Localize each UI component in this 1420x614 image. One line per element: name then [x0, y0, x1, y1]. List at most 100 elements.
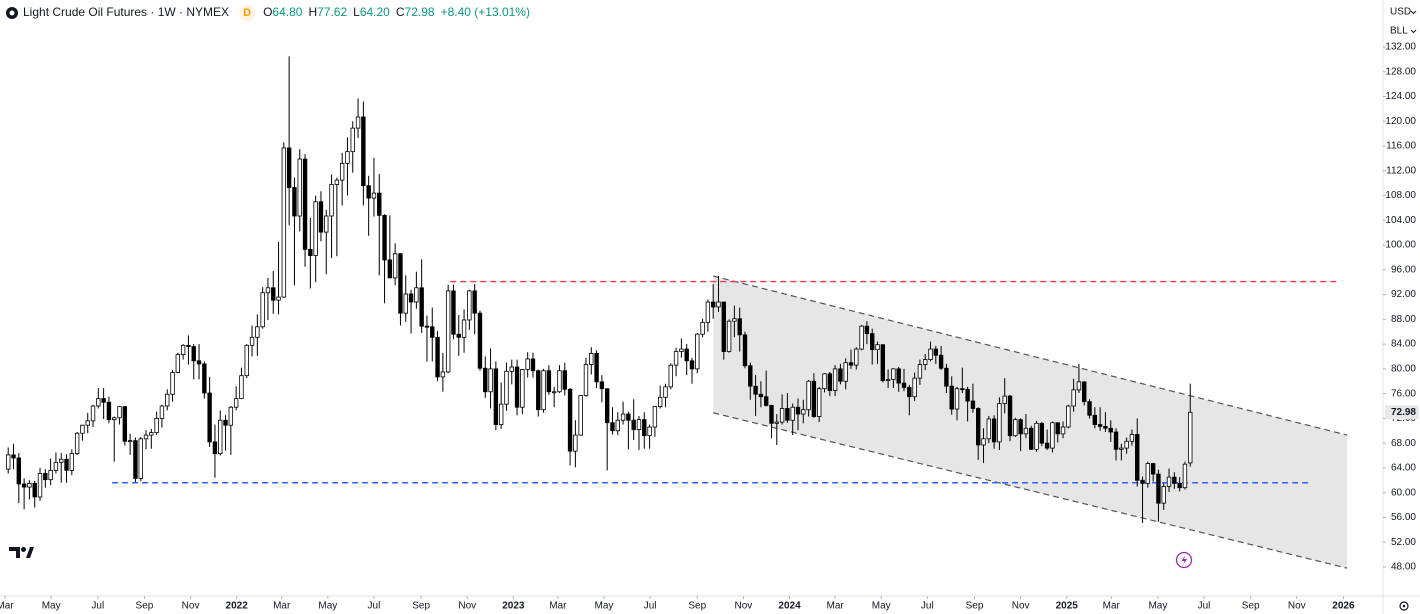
candle-up	[498, 403, 504, 425]
candle-up	[1145, 463, 1151, 484]
candle-down	[795, 406, 801, 415]
x-tick-label: May	[318, 601, 337, 612]
candle-up	[324, 215, 329, 233]
candle-up	[339, 162, 345, 181]
x-tick-label: Jul	[1198, 601, 1211, 612]
candle-up	[1071, 389, 1076, 407]
y-tick-label: 48.00	[1391, 562, 1416, 573]
candle-up	[249, 336, 255, 346]
ohlc-key: L	[353, 5, 360, 19]
candle-down	[1007, 395, 1013, 437]
candle-up	[74, 432, 80, 455]
candle-down	[292, 187, 297, 217]
candle-down	[827, 373, 833, 391]
y-tick-label: 76.00	[1391, 388, 1416, 399]
candle-down	[901, 382, 907, 388]
candle-up	[700, 322, 705, 335]
candle-down	[212, 441, 218, 455]
y-tick-label: 56.00	[1391, 512, 1416, 523]
candle-up	[170, 372, 175, 395]
candle-up	[461, 319, 467, 338]
candle-down	[530, 358, 536, 372]
y-tick-label: 80.00	[1391, 364, 1416, 375]
settings-icon[interactable]	[1399, 601, 1409, 611]
y-tick-label: 92.00	[1391, 289, 1416, 300]
x-tick-label: Nov	[458, 601, 476, 612]
candle-down	[536, 370, 541, 411]
candle-down	[710, 301, 716, 308]
logo-part	[9, 547, 20, 558]
gear[interactable]	[1399, 601, 1409, 611]
candle-down	[721, 301, 726, 352]
candle-up	[928, 348, 933, 360]
candle-up	[154, 417, 159, 434]
events-icon[interactable]	[1175, 551, 1193, 569]
title: Light Crude Oil Futures · 1W · NYMEX	[23, 5, 229, 19]
ohlc-key: H	[308, 5, 317, 19]
currency[interactable]: USD	[1390, 7, 1411, 18]
ohlc-value: 64.80	[272, 5, 302, 19]
candle-up	[822, 373, 827, 390]
candle-down	[838, 368, 843, 382]
y-tick-label: 96.00	[1391, 264, 1416, 275]
candle-down	[286, 147, 292, 188]
candle-up	[1002, 395, 1007, 404]
candle-up	[663, 386, 668, 398]
candle-down	[1177, 482, 1182, 489]
candle-up	[69, 453, 75, 471]
candle-down	[742, 334, 748, 367]
candle-down	[949, 385, 954, 410]
candle-down	[604, 388, 610, 424]
candle-up	[175, 354, 181, 373]
candle-up	[1066, 405, 1071, 428]
y-tick-label: 128.00	[1385, 66, 1416, 77]
event-bolt	[1181, 555, 1187, 565]
candle-up	[854, 348, 859, 366]
candle-up	[817, 388, 822, 417]
ohlc-value: 72.98	[405, 5, 435, 19]
candle-up	[127, 440, 133, 443]
x-tick-label: Jul	[368, 601, 381, 612]
y-tick-label: 112.00	[1386, 165, 1416, 176]
candle-down	[223, 419, 228, 426]
candle-up	[981, 438, 986, 446]
candle-down	[1108, 427, 1113, 433]
candle-down	[398, 253, 403, 314]
unit[interactable]: BLL	[1390, 26, 1408, 37]
candle-down	[811, 380, 817, 417]
candle-down	[11, 454, 16, 459]
candle-down	[848, 362, 854, 366]
candle-up	[53, 461, 59, 471]
ohlc-text: O64.80 H77.62 L64.20 C72.98 +8.40 (+13.01%)	[263, 5, 530, 19]
candle-down	[631, 419, 636, 430]
candle-down	[562, 370, 567, 390]
x-tick-label: Mar	[549, 601, 567, 612]
candle-up	[806, 380, 811, 411]
y-tick-label: 104.00	[1385, 215, 1416, 226]
candle-up	[37, 473, 43, 498]
candle-down	[202, 363, 207, 394]
plot-area	[6, 56, 1348, 569]
x-tick-label: Sep	[136, 601, 154, 612]
candle-up	[345, 151, 350, 164]
candle-down	[430, 326, 435, 338]
candle-down	[1156, 473, 1161, 504]
symbol-icon-inner	[9, 10, 15, 16]
candle-down	[196, 360, 202, 365]
candle-up	[27, 482, 32, 488]
candle-up	[578, 395, 583, 436]
candle-down	[477, 312, 483, 369]
scale-controls[interactable]: USD BLL	[1390, 7, 1417, 37]
candle-down	[435, 336, 440, 378]
candle-up	[180, 344, 186, 356]
x-tick-label: Mar	[273, 601, 291, 612]
y-tick-label: 100.00	[1385, 240, 1416, 251]
y-tick-label: 52.00	[1391, 537, 1416, 548]
candle-up	[885, 378, 891, 382]
candle-up	[313, 201, 318, 257]
candle-up	[467, 290, 472, 321]
change: +8.40 (+13.01%)	[441, 5, 530, 19]
x-tick-label: May	[872, 601, 891, 612]
candle-down	[769, 404, 774, 424]
